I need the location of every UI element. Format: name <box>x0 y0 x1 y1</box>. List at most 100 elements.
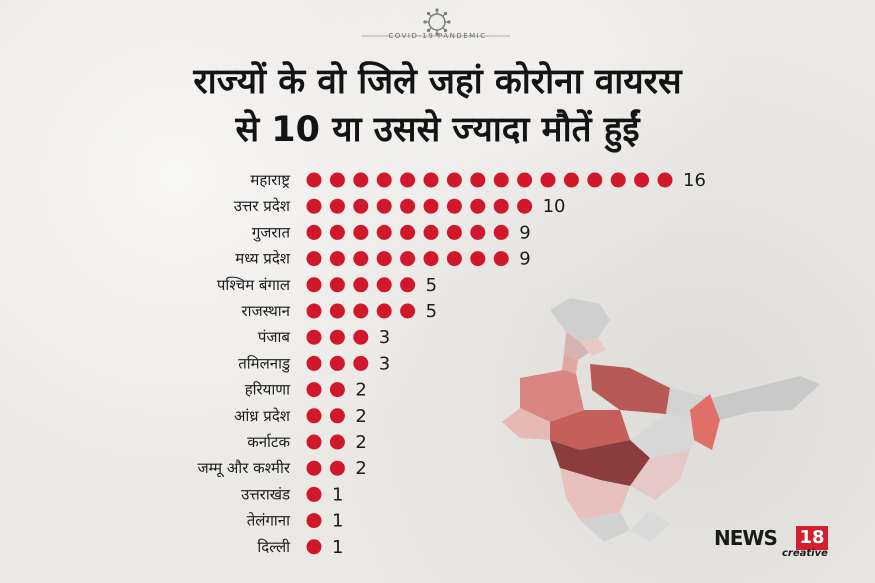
death-dot <box>493 224 509 240</box>
value-label: 9 <box>519 222 530 243</box>
death-dot <box>329 329 345 345</box>
death-dot <box>634 172 650 188</box>
death-dot <box>329 224 345 240</box>
death-dot <box>376 224 392 240</box>
value-label: 1 <box>332 537 343 558</box>
death-dot <box>329 277 345 293</box>
logo-number: 18 <box>796 526 828 550</box>
death-dot <box>306 224 322 240</box>
death-dot <box>306 382 322 398</box>
death-dot <box>329 408 345 424</box>
death-dot <box>306 486 322 502</box>
logo-brand: NEWS <box>714 526 778 550</box>
india-map <box>502 298 820 542</box>
death-dot <box>306 277 322 293</box>
death-dot <box>306 434 322 450</box>
death-dot <box>446 198 462 214</box>
death-dot <box>306 251 322 267</box>
news18-logo: NEWS 18 creative <box>714 526 844 562</box>
category-label: तमिलनाडु <box>238 354 291 373</box>
value-label: 2 <box>355 380 366 401</box>
death-dot <box>470 172 486 188</box>
value-label: 2 <box>355 406 366 427</box>
value-label: 1 <box>332 511 343 532</box>
death-dot <box>400 303 416 319</box>
death-dot <box>329 382 345 398</box>
death-dot <box>329 303 345 319</box>
death-dot <box>353 224 369 240</box>
value-label: 5 <box>426 301 437 322</box>
death-dot <box>376 251 392 267</box>
badge-text: COVID-19 PANDEMIC <box>388 32 487 40</box>
death-dot <box>353 277 369 293</box>
death-dot <box>306 303 322 319</box>
title-line-1: राज्यों के वो जिले जहां कोरोना वायरस <box>193 62 682 102</box>
death-dot <box>329 198 345 214</box>
death-dot <box>446 251 462 267</box>
death-dot <box>423 198 439 214</box>
value-label: 3 <box>379 327 390 348</box>
death-dot <box>400 251 416 267</box>
death-dot <box>306 408 322 424</box>
value-label: 9 <box>519 249 530 270</box>
death-dot <box>400 224 416 240</box>
death-dot <box>353 303 369 319</box>
death-dot <box>610 172 626 188</box>
death-dot <box>353 329 369 345</box>
value-label: 5 <box>426 275 437 296</box>
death-dot <box>306 329 322 345</box>
virus-icon <box>362 8 510 37</box>
category-label: तेलंगाना <box>247 512 291 530</box>
death-dot <box>353 251 369 267</box>
category-label: आंध्र प्रदेश <box>234 407 291 425</box>
death-dot <box>657 172 673 188</box>
chart-title: राज्यों के वो जिले जहां कोरोना वायरस से … <box>0 58 875 154</box>
title-line-2: से 10 या उससे ज्यादा मौतें हुईं <box>235 110 640 150</box>
category-label: हरियाणा <box>245 381 291 399</box>
death-dot <box>329 355 345 371</box>
death-dot <box>423 172 439 188</box>
death-dot <box>353 172 369 188</box>
death-dot <box>563 172 579 188</box>
death-dot <box>306 355 322 371</box>
death-dot <box>306 513 322 529</box>
death-dot <box>470 251 486 267</box>
category-label: उत्तराखंड <box>241 485 291 503</box>
death-dot <box>306 460 322 476</box>
chart-layer: महाराष्ट्र 16 उत्तर प्रदेश 10 गुजरात 9 मध्य प्… <box>198 170 706 558</box>
death-dot <box>306 539 322 555</box>
death-dot <box>493 198 509 214</box>
death-dot <box>376 172 392 188</box>
category-label: जम्मू और कश्मीर <box>198 459 291 478</box>
death-dot <box>446 224 462 240</box>
death-dot <box>540 172 556 188</box>
death-dot <box>329 460 345 476</box>
category-label: पंजाब <box>258 328 291 346</box>
value-label: 16 <box>683 170 706 191</box>
death-dot <box>493 172 509 188</box>
category-label: महाराष्ट्र <box>250 171 290 189</box>
death-dot <box>376 277 392 293</box>
category-label: उत्तर प्रदेश <box>234 197 291 215</box>
category-label: पश्चिम बंगाल <box>217 276 291 294</box>
value-label: 2 <box>355 458 366 479</box>
death-dot <box>353 355 369 371</box>
covid-badge: COVID-19 PANDEMIC <box>360 8 515 50</box>
death-dot <box>306 198 322 214</box>
death-dot <box>493 251 509 267</box>
category-label: मध्य प्रदेश <box>235 250 291 268</box>
death-dot <box>423 251 439 267</box>
death-dot <box>446 172 462 188</box>
death-dot <box>353 198 369 214</box>
death-dot <box>517 198 533 214</box>
death-dot <box>470 224 486 240</box>
death-dot <box>587 172 603 188</box>
logo-subtitle: creative <box>782 548 828 559</box>
category-label: दिल्ली <box>257 538 291 556</box>
death-dot <box>400 277 416 293</box>
death-dot <box>376 303 392 319</box>
category-label: राजस्थान <box>242 302 291 320</box>
value-label: 2 <box>355 432 366 453</box>
value-label: 10 <box>543 196 566 217</box>
